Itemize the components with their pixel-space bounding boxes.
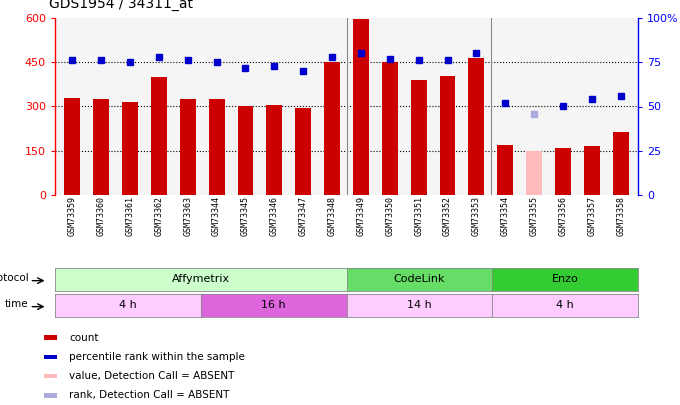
Text: GDS1954 / 34311_at: GDS1954 / 34311_at: [49, 0, 193, 11]
Bar: [497, 145, 513, 195]
Bar: [555, 148, 571, 195]
Text: value, Detection Call = ABSENT: value, Detection Call = ABSENT: [69, 371, 235, 381]
Bar: [180, 99, 196, 195]
Text: percentile rank within the sample: percentile rank within the sample: [69, 352, 245, 362]
FancyBboxPatch shape: [44, 393, 56, 398]
Bar: [122, 102, 138, 195]
Text: CodeLink: CodeLink: [394, 275, 445, 284]
Bar: [237, 107, 254, 195]
Bar: [584, 146, 600, 195]
Bar: [209, 99, 224, 195]
Text: protocol: protocol: [0, 273, 29, 283]
Text: Affymetrix: Affymetrix: [171, 275, 230, 284]
FancyBboxPatch shape: [44, 355, 56, 359]
Bar: [526, 151, 542, 195]
FancyBboxPatch shape: [44, 335, 56, 340]
Text: Enzo: Enzo: [551, 275, 579, 284]
Bar: [267, 105, 282, 195]
Bar: [613, 132, 628, 195]
Text: 4 h: 4 h: [119, 301, 137, 311]
Bar: [295, 108, 311, 195]
Bar: [353, 19, 369, 195]
Bar: [439, 75, 456, 195]
Text: rank, Detection Call = ABSENT: rank, Detection Call = ABSENT: [69, 390, 230, 401]
Text: time: time: [5, 299, 29, 309]
FancyBboxPatch shape: [44, 374, 56, 378]
Bar: [382, 62, 398, 195]
Text: 4 h: 4 h: [556, 301, 574, 311]
Bar: [151, 77, 167, 195]
Bar: [411, 80, 426, 195]
Bar: [65, 98, 80, 195]
Text: 16 h: 16 h: [261, 301, 286, 311]
Bar: [93, 99, 109, 195]
Bar: [324, 62, 340, 195]
Text: count: count: [69, 333, 99, 343]
Bar: [469, 58, 484, 195]
Text: 14 h: 14 h: [407, 301, 432, 311]
